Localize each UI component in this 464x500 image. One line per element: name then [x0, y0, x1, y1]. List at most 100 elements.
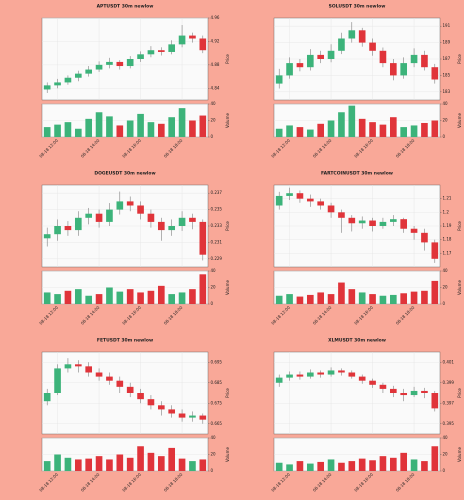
- volume-axis-label: Volume: [457, 113, 462, 128]
- y-tick-label: 0.399: [443, 380, 455, 385]
- volume-bar: [348, 289, 356, 304]
- volume-bar: [54, 124, 61, 137]
- candle-body: [43, 234, 51, 239]
- volume-bar: [116, 125, 124, 137]
- y-axis-label: Price: [225, 388, 230, 398]
- x-tick-label: 08-18 16:00: [353, 472, 374, 493]
- volume-tick-label: 20: [211, 285, 217, 290]
- candle-body: [317, 201, 325, 206]
- volume-bar: [410, 125, 418, 137]
- volume-bar: [106, 116, 113, 137]
- candle-body: [178, 217, 186, 226]
- y-axis-label: Price: [457, 388, 462, 398]
- candle-body: [95, 372, 103, 377]
- volume-bar: [43, 292, 51, 304]
- y-tick-label: 1.18: [443, 237, 452, 242]
- candle-body: [275, 75, 283, 84]
- y-tick-label: 0.231: [211, 239, 223, 244]
- candle-body: [389, 63, 397, 76]
- volume-bar: [168, 294, 176, 304]
- volume-bar: [369, 294, 376, 304]
- volume-bar: [389, 294, 397, 304]
- x-tick-label: 08-18 14:00: [80, 305, 101, 326]
- x-tick-label: 08-18 18:00: [163, 138, 184, 159]
- candle-body: [296, 193, 304, 199]
- x-tick-label: 08-18 12:00: [270, 305, 291, 326]
- candle-body: [379, 384, 387, 389]
- volume-bar: [317, 123, 325, 137]
- volume-axis-label: Volume: [225, 280, 230, 295]
- candle-body: [199, 415, 207, 420]
- volume-bar: [400, 452, 408, 471]
- candle-body: [296, 374, 304, 377]
- candle-body: [410, 390, 418, 396]
- volume-axis-label: Volume: [225, 113, 230, 128]
- volume-bar: [178, 108, 186, 137]
- volume-tick-label: 20: [443, 118, 449, 123]
- chart-title: SOLUSDT 30m newlow: [329, 4, 386, 10]
- candle-body: [178, 35, 186, 45]
- chart-title: APTUSDT 30m newlow: [97, 4, 154, 10]
- volume-bar: [64, 122, 72, 137]
- volume-bar: [168, 117, 176, 137]
- volume-bar: [199, 459, 207, 471]
- volume-bar: [389, 117, 397, 137]
- x-tick-label: 08-18 16:00: [353, 305, 374, 326]
- volume-tick-label: 40: [211, 435, 217, 440]
- volume-bar: [126, 457, 134, 471]
- volume-axis-label: Volume: [225, 447, 230, 462]
- candle-body: [178, 413, 186, 418]
- x-tick-label: 08-18 18:00: [395, 138, 416, 159]
- candle-body: [137, 393, 144, 400]
- volume-tick-label: 0: [443, 134, 446, 139]
- chart-title: FARTCOINUSDT 30m newlow: [321, 171, 393, 177]
- volume-bar: [126, 289, 134, 304]
- volume-tick-label: 0: [211, 134, 214, 139]
- candle-body: [431, 393, 439, 409]
- volume-bar: [199, 115, 207, 137]
- volume-bar: [189, 120, 196, 137]
- volume-tick-label: 20: [443, 285, 449, 290]
- x-tick-label: 08-18 14:00: [80, 138, 101, 159]
- volume-bar: [369, 122, 376, 137]
- volume-bar: [64, 290, 72, 304]
- candle-body: [54, 82, 61, 86]
- volume-bar: [431, 446, 439, 471]
- candle-body: [189, 35, 196, 39]
- volume-bar: [147, 122, 155, 137]
- candle-body: [275, 195, 283, 206]
- volume-bar: [327, 120, 335, 137]
- candle-body: [286, 193, 293, 196]
- volume-bar: [327, 459, 335, 471]
- x-tick-label: 08-18 12:00: [270, 472, 291, 493]
- candle-body: [116, 61, 124, 67]
- candle-body: [74, 73, 82, 78]
- volume-bar: [275, 128, 283, 137]
- candle-body: [168, 409, 176, 414]
- candle-body: [157, 405, 165, 410]
- candle-body: [126, 386, 134, 393]
- x-tick-label: 08-18 16:00: [353, 138, 374, 159]
- chart-title: XLMUSDT 30m newlow: [328, 338, 386, 344]
- volume-bar: [338, 112, 345, 137]
- volume-bar: [400, 293, 408, 304]
- volume-bar: [85, 458, 93, 471]
- volume-bar: [137, 113, 144, 137]
- volume-bar: [421, 122, 428, 137]
- candle-body: [421, 390, 428, 393]
- y-axis-label: Price: [225, 221, 230, 231]
- candle-body: [410, 54, 418, 64]
- y-tick-label: 1.21: [443, 196, 452, 201]
- volume-bar: [189, 461, 196, 471]
- candle-body: [348, 30, 356, 39]
- y-tick-label: 0.237: [211, 190, 223, 195]
- candle-body: [358, 220, 366, 224]
- candle-body: [400, 63, 408, 76]
- volume-bar: [43, 127, 51, 137]
- candle-body: [168, 226, 176, 231]
- volume-bar: [296, 127, 304, 137]
- y-tick-label: 0.235: [211, 207, 223, 212]
- candle-body: [317, 372, 325, 375]
- candle-body: [327, 370, 335, 375]
- candle-body: [348, 217, 356, 224]
